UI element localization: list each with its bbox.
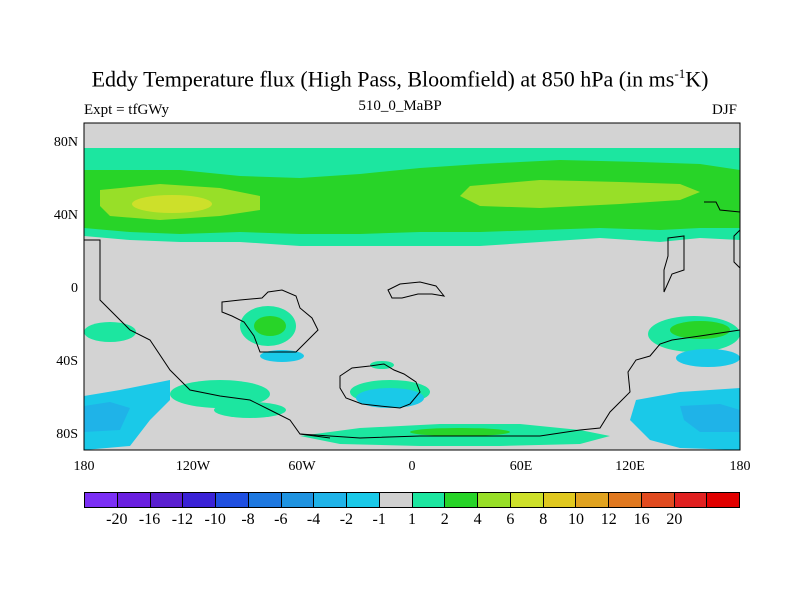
colorbar-swatch bbox=[412, 493, 446, 507]
lon-label-120w: 120W bbox=[176, 459, 211, 474]
lat-label-80n: 80N bbox=[54, 135, 78, 150]
colorbar-swatch bbox=[707, 493, 739, 507]
colorbar-swatch bbox=[314, 493, 347, 507]
title-superscript: -1 bbox=[674, 66, 686, 81]
colorbar-swatch bbox=[510, 493, 544, 507]
lon-label-120e: 120E bbox=[615, 459, 645, 474]
colorbar-label: 16 bbox=[633, 511, 650, 528]
colorbar-label: -2 bbox=[339, 511, 354, 528]
lon-label-60w: 60W bbox=[288, 459, 316, 474]
colorbar bbox=[84, 492, 740, 508]
colorbar-label: 6 bbox=[506, 511, 515, 528]
run-label: 510_0_MaBP bbox=[358, 98, 442, 114]
colorbar-label: -6 bbox=[274, 511, 288, 528]
sh-patch-west bbox=[84, 322, 136, 342]
coast-antarctica-shelf bbox=[299, 329, 741, 439]
colorbar-swatch bbox=[478, 493, 511, 507]
sh-neg-west bbox=[84, 380, 170, 450]
colorbar-swatch bbox=[248, 493, 282, 507]
lon-label-0: 0 bbox=[409, 459, 416, 474]
colorbar-label: 10 bbox=[568, 511, 584, 528]
lat-label-40n: 40N bbox=[54, 208, 78, 223]
lon-axis: 180 120W 60W 0 60E 120E 180 bbox=[74, 459, 751, 474]
colorbar-swatch bbox=[674, 493, 708, 507]
sh-patch-south-atl2 bbox=[214, 402, 286, 418]
sh-patch-center-neg bbox=[356, 388, 424, 408]
title-end: K) bbox=[685, 66, 709, 92]
colorbar-label: -20 bbox=[106, 511, 128, 528]
experiment-label: Expt = tfGWy bbox=[84, 102, 170, 118]
colorbar-label: 2 bbox=[440, 511, 449, 528]
sh-band-70s-inner bbox=[410, 428, 510, 436]
map-frame bbox=[83, 122, 741, 451]
sh-patch-east-inner bbox=[670, 321, 730, 339]
colorbar-label: -16 bbox=[138, 511, 161, 528]
colorbar-swatch bbox=[641, 493, 675, 507]
colorbar-swatch bbox=[281, 493, 315, 507]
nh-band-mid bbox=[84, 160, 740, 234]
colorbar-label: 20 bbox=[666, 511, 683, 528]
coast-africa bbox=[221, 289, 319, 353]
colorbar-label: -8 bbox=[241, 511, 255, 528]
colorbar-swatch bbox=[183, 493, 216, 507]
colorbar-label: -4 bbox=[306, 511, 321, 528]
colorbar-swatch bbox=[576, 493, 609, 507]
map-title: Eddy Temperature flux (High Pass, Bloomf… bbox=[0, 66, 800, 92]
coast-island-center bbox=[387, 281, 446, 299]
coastlines bbox=[84, 201, 741, 439]
colorbar-swatch bbox=[609, 493, 642, 507]
coast-northeast bbox=[704, 201, 741, 213]
coast-south-america bbox=[84, 239, 331, 439]
colorbar-swatch bbox=[85, 493, 118, 507]
lat-label-0: 0 bbox=[71, 281, 78, 296]
colorbar-swatch bbox=[117, 493, 151, 507]
sh-patch-small bbox=[370, 361, 394, 369]
colorbar-label: 8 bbox=[539, 511, 548, 528]
lat-label-40s: 40S bbox=[56, 354, 78, 369]
colorbar-swatch bbox=[150, 493, 184, 507]
season-label: DJF bbox=[712, 102, 738, 118]
colorbar-label: -12 bbox=[171, 511, 194, 528]
sh-patch-east-neg bbox=[676, 349, 740, 367]
colorbar-swatch bbox=[347, 493, 380, 507]
colorbar-label: 4 bbox=[473, 511, 482, 528]
lat-axis: 80N 40N 0 40S 80S bbox=[54, 135, 78, 442]
nh-band-high-east bbox=[460, 180, 700, 208]
colorbar-swatch bbox=[216, 493, 249, 507]
coast-right-edge bbox=[733, 229, 741, 269]
colorbar-label: 12 bbox=[600, 511, 617, 528]
title-main: Eddy Temperature flux (High Pass, Bloomf… bbox=[91, 66, 675, 92]
lon-label-60e: 60E bbox=[510, 459, 533, 474]
colorbar-label: -10 bbox=[204, 511, 226, 528]
lat-label-80s: 80S bbox=[56, 427, 78, 442]
colorbar-label: 1 bbox=[408, 511, 416, 528]
colorbar-swatch bbox=[445, 493, 478, 507]
lon-label-180e: 180 bbox=[730, 459, 751, 474]
lon-label-180w: 180 bbox=[74, 459, 95, 474]
sh-patch-africa-neg bbox=[260, 350, 304, 362]
colorbar-swatch bbox=[543, 493, 577, 507]
sh-neg-east-inner bbox=[680, 404, 740, 432]
sh-neg-west-inner bbox=[84, 402, 130, 432]
coast-east-continent bbox=[663, 235, 685, 293]
coast-antarctica-center bbox=[339, 363, 421, 409]
sh-patch-africa-inner bbox=[254, 316, 286, 336]
colorbar-swatch bbox=[379, 493, 413, 507]
nh-band-peak bbox=[132, 195, 212, 213]
colorbar-label: -1 bbox=[372, 511, 386, 528]
sh-patch-south-atl bbox=[170, 380, 270, 408]
